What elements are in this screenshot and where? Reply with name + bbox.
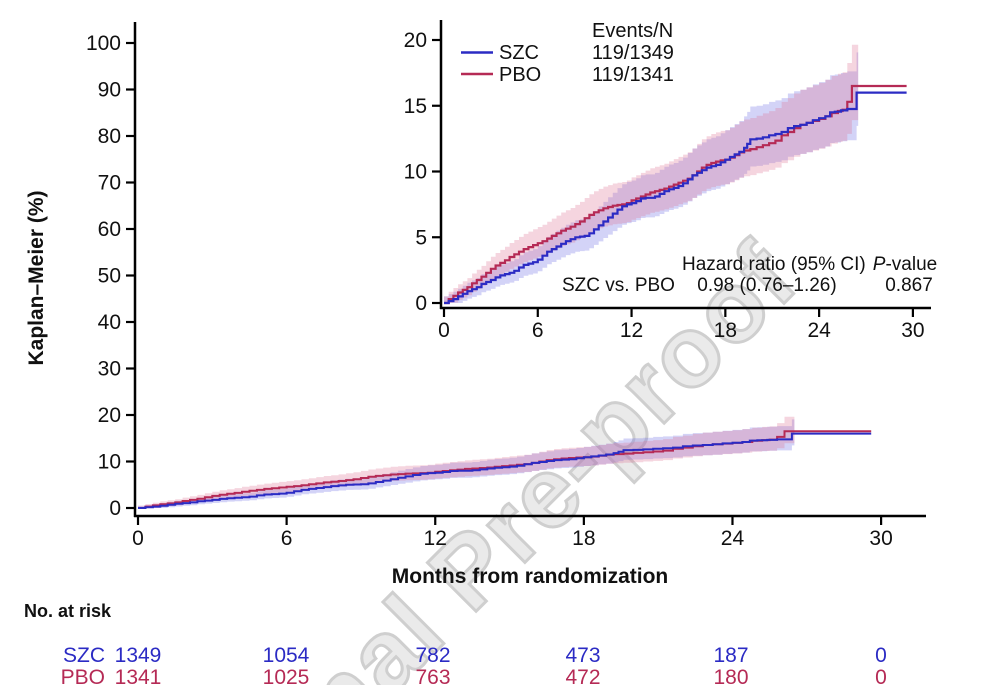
svg-text:30: 30 bbox=[901, 319, 924, 342]
risk-cell: 473 bbox=[565, 644, 601, 667]
svg-text:80: 80 bbox=[98, 125, 121, 148]
svg-text:20: 20 bbox=[98, 404, 121, 427]
svg-text:24: 24 bbox=[721, 527, 745, 550]
svg-text:10: 10 bbox=[404, 161, 427, 184]
legend-label-szc: SZC bbox=[499, 42, 539, 64]
risk-cell: 1025 bbox=[262, 666, 310, 685]
risk-cell: 187 bbox=[713, 644, 749, 667]
svg-text:0: 0 bbox=[109, 497, 121, 520]
svg-text:12: 12 bbox=[424, 527, 447, 550]
svg-text:18: 18 bbox=[714, 319, 737, 342]
risk-cell: 0 bbox=[875, 666, 887, 685]
svg-text:10: 10 bbox=[98, 451, 121, 474]
svg-text:6: 6 bbox=[532, 319, 544, 342]
svg-text:90: 90 bbox=[98, 79, 121, 102]
risk-cell: 472 bbox=[565, 666, 601, 685]
risk-cell: 1054 bbox=[262, 644, 310, 667]
p-rest: -value bbox=[885, 254, 938, 275]
risk-cell: 1341 bbox=[114, 666, 162, 685]
risk-cell: 1349 bbox=[114, 644, 162, 667]
p-italic: P bbox=[872, 254, 886, 275]
risk-cell: 763 bbox=[415, 666, 451, 685]
risk-row-label-pbo: PBO bbox=[60, 666, 105, 685]
risk-cell: 180 bbox=[713, 666, 749, 685]
svg-text:100: 100 bbox=[86, 32, 121, 55]
svg-text:70: 70 bbox=[98, 172, 121, 195]
main-x-axis-label: Months from randomization bbox=[391, 565, 669, 588]
legend-events-header: Events/N bbox=[592, 20, 674, 42]
svg-text:40: 40 bbox=[98, 311, 121, 334]
svg-text:20: 20 bbox=[404, 29, 427, 52]
svg-text:30: 30 bbox=[98, 358, 121, 381]
svg-text:50: 50 bbox=[98, 265, 121, 288]
svg-text:15: 15 bbox=[404, 95, 427, 118]
svg-text:30: 30 bbox=[869, 527, 892, 550]
risk-row-label-szc: SZC bbox=[63, 644, 105, 667]
legend-label-pbo: PBO bbox=[499, 64, 542, 86]
svg-text:0: 0 bbox=[415, 292, 427, 315]
p-value: 0.867 bbox=[885, 275, 933, 296]
risk-cell: 0 bbox=[875, 644, 887, 667]
risk-table-title: No. at risk bbox=[24, 601, 112, 621]
hazard-ratio-value: 0.98 (0.76–1.26) bbox=[697, 275, 837, 296]
legend-events-pbo: 119/1341 bbox=[592, 64, 674, 86]
main-y-axis-label: Kaplan–Meier (%) bbox=[24, 190, 48, 366]
svg-text:5: 5 bbox=[415, 226, 427, 249]
svg-text:0: 0 bbox=[438, 319, 450, 342]
comparison-label: SZC vs. PBO bbox=[562, 275, 675, 296]
svg-text:6: 6 bbox=[281, 527, 293, 550]
legend-events-szc: 119/1349 bbox=[592, 42, 674, 64]
svg-text:12: 12 bbox=[620, 319, 643, 342]
svg-text:0: 0 bbox=[132, 527, 144, 550]
svg-text:60: 60 bbox=[98, 218, 121, 241]
hazard-ratio-header: Hazard ratio (95% CI) bbox=[682, 254, 866, 275]
svg-text:24: 24 bbox=[807, 319, 831, 342]
p-value-header: P-value bbox=[860, 255, 950, 275]
svg-text:18: 18 bbox=[572, 527, 595, 550]
risk-cell: 782 bbox=[415, 644, 451, 667]
